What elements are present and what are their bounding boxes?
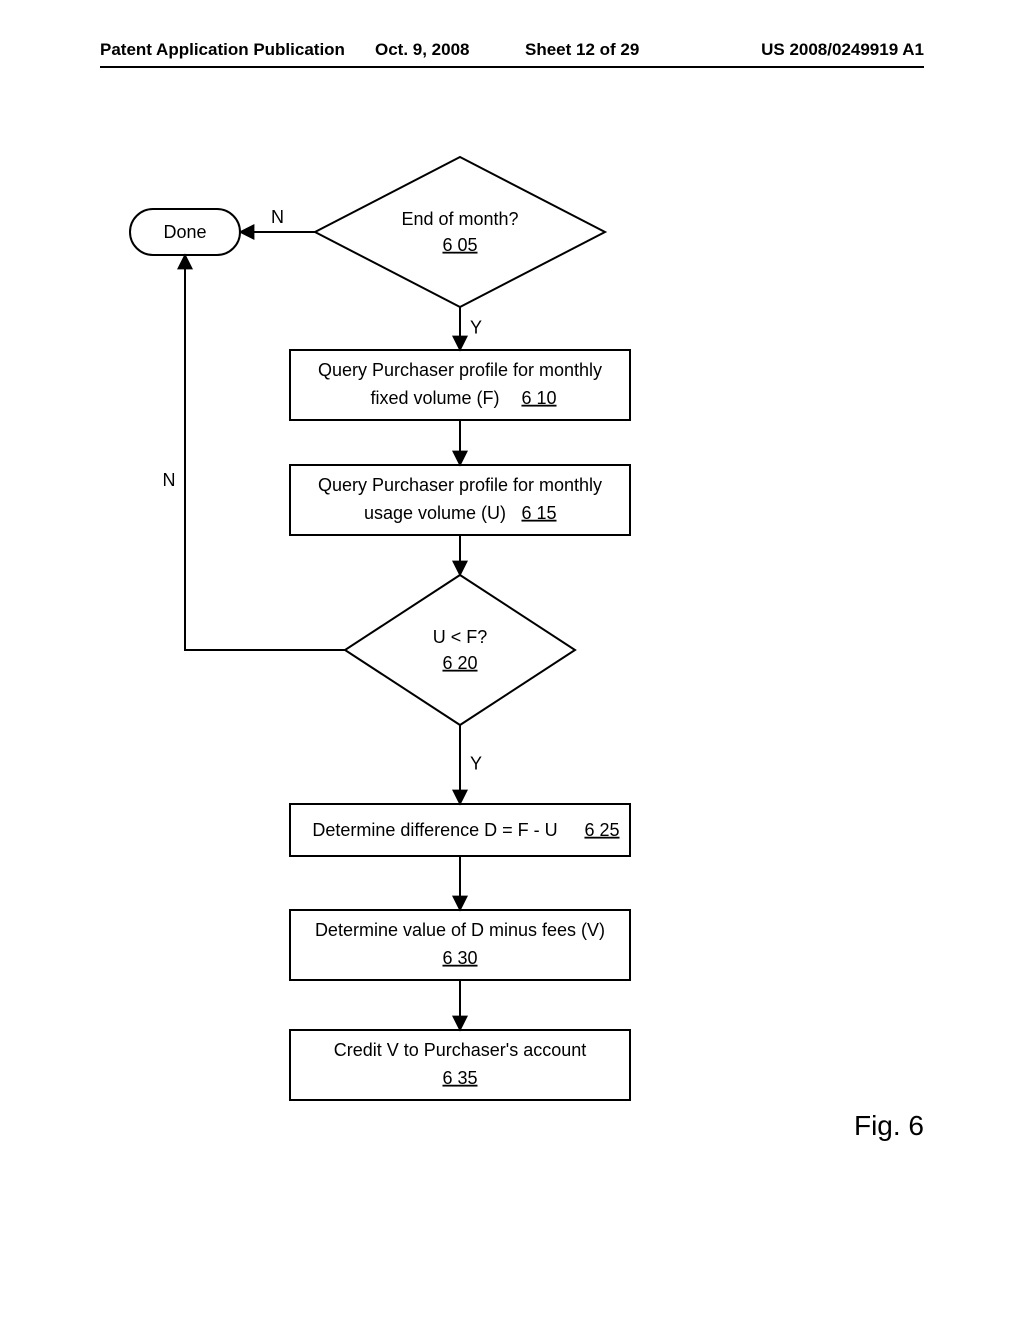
svg-text:N: N xyxy=(271,207,284,227)
svg-text:6 25: 6 25 xyxy=(584,820,619,840)
svg-text:Determine value of D minus fee: Determine value of D minus fees (V) xyxy=(315,920,605,940)
svg-text:Query Purchaser profile for mo: Query Purchaser profile for monthly xyxy=(318,360,602,380)
svg-text:Credit V to Purchaser's accoun: Credit V to Purchaser's account xyxy=(334,1040,587,1060)
svg-text:U < F?: U < F? xyxy=(433,627,488,647)
figure-label: Fig. 6 xyxy=(854,1110,924,1142)
svg-text:6 10: 6 10 xyxy=(521,388,556,408)
svg-text:6 15: 6 15 xyxy=(521,503,556,523)
svg-text:Done: Done xyxy=(163,222,206,242)
svg-text:Determine difference D = F - U: Determine difference D = F - U xyxy=(312,820,557,840)
svg-text:usage volume (U): usage volume (U) xyxy=(364,503,506,523)
svg-text:Y: Y xyxy=(470,317,482,337)
svg-text:6 05: 6 05 xyxy=(442,235,477,255)
svg-text:6 35: 6 35 xyxy=(442,1068,477,1088)
svg-text:6 30: 6 30 xyxy=(442,948,477,968)
svg-text:End of month?: End of month? xyxy=(401,209,518,229)
svg-text:fixed volume (F): fixed volume (F) xyxy=(370,388,499,408)
svg-text:Query Purchaser profile for mo: Query Purchaser profile for monthly xyxy=(318,475,602,495)
svg-text:Y: Y xyxy=(470,753,482,773)
svg-text:6 20: 6 20 xyxy=(442,653,477,673)
svg-text:N: N xyxy=(163,470,176,490)
page: Patent Application Publication Oct. 9, 2… xyxy=(0,0,1024,1320)
